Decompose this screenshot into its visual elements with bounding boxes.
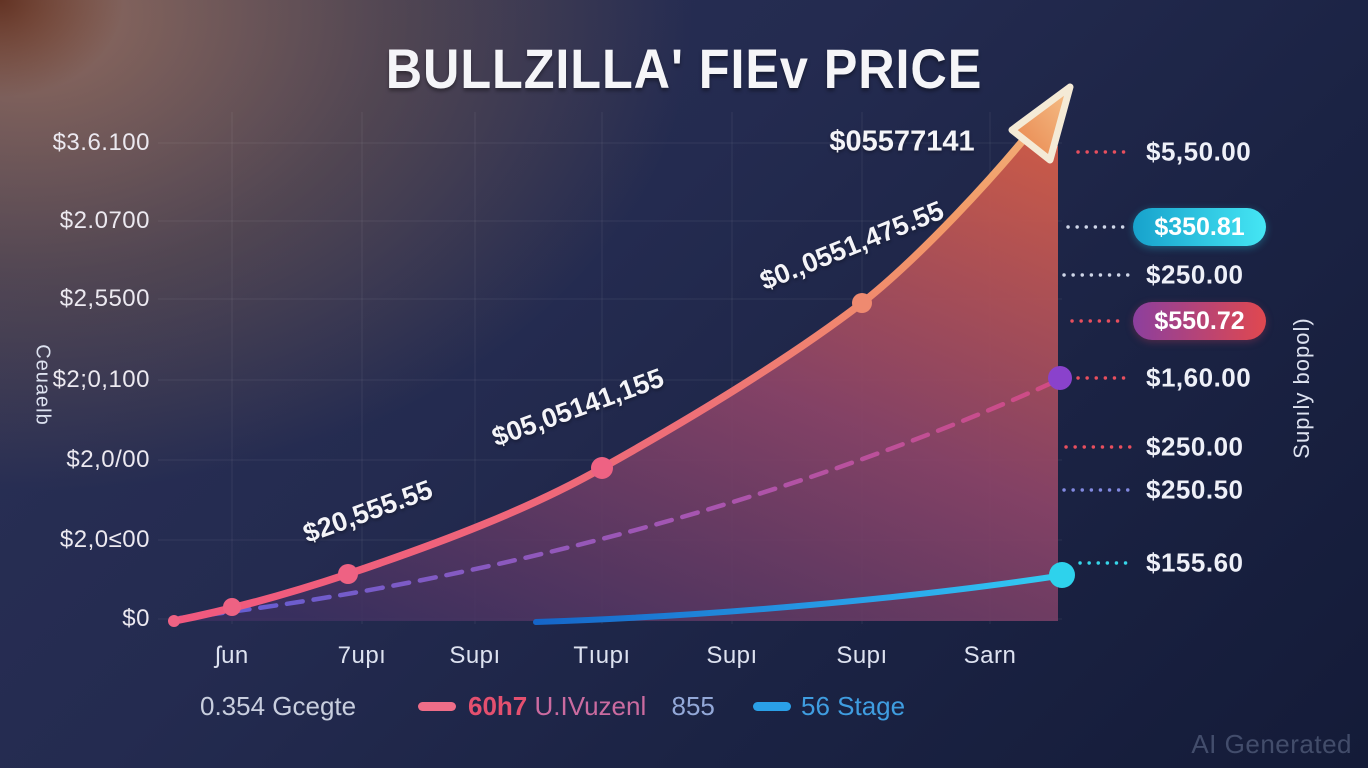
callout-value: $250.00 <box>1146 431 1244 462</box>
callout-pill-red: $550.72 <box>1133 302 1266 340</box>
x-axis-tick: Sarn <box>963 642 1017 669</box>
y-axis-tick: $2,0≤00 <box>59 526 150 553</box>
callout-value: $350.81 <box>1154 212 1245 241</box>
y-axis-label: Ceuaelb <box>31 344 54 426</box>
main-curve-area <box>174 124 1058 621</box>
legend-item-gcegte: 0.354 Gcegte <box>200 691 357 721</box>
legend-item-main-name: U.IVuzenl <box>534 691 647 721</box>
callout-value: $250.50 <box>1146 474 1244 505</box>
ai-generated-watermark: AI Generated <box>1191 729 1352 759</box>
blue-stage-line <box>533 573 1061 625</box>
page-title: BULLZILLA' FIEv PRICE <box>385 37 983 100</box>
y-axis-tick: $2,5500 <box>59 285 150 312</box>
x-axis-tick: 7upı <box>337 642 387 669</box>
data-point-dots <box>168 293 1075 627</box>
callout-leader-lines <box>1062 150 1134 565</box>
legend-swatch-pink <box>418 702 456 711</box>
legend-swatch-blue <box>753 702 791 711</box>
legend-item-stage: 56 Stage <box>801 691 906 721</box>
x-axis-tick: Tıupı <box>573 642 631 669</box>
legend-item-main-prefix: 60h7 <box>468 691 528 721</box>
legend-item-main-suffix: 855 <box>671 691 715 721</box>
x-axis-tick: Supı <box>836 642 888 669</box>
x-axis-tick: Supı <box>706 642 758 669</box>
dashed-projection-line <box>177 378 1059 621</box>
y-axis-tick: $3.6.100 <box>52 129 150 156</box>
callout-value: $550.72 <box>1154 306 1245 335</box>
y-axis-tick: $2.0700 <box>59 207 150 234</box>
callout-value: $1,60.00 <box>1146 362 1252 393</box>
callout-value: $5,50.00 <box>1146 136 1252 167</box>
y-axis-tick: $2,0/00 <box>66 446 150 473</box>
x-axis-tick: Supı <box>449 642 501 669</box>
y-axis-tick: $2;0,100 <box>52 366 150 393</box>
peak-annotation: $05577141 <box>829 125 975 158</box>
callout-value: $250.00 <box>1146 259 1244 290</box>
callout-pill-cyan: $350.81 <box>1133 208 1266 246</box>
y-axis-tick: $0 <box>122 605 150 632</box>
arrow-up-icon <box>1008 83 1074 164</box>
right-axis-label: Supıly bopol) <box>1289 317 1314 459</box>
callout-value: $155.60 <box>1146 547 1244 578</box>
x-axis-tick: ʃun <box>215 642 249 669</box>
